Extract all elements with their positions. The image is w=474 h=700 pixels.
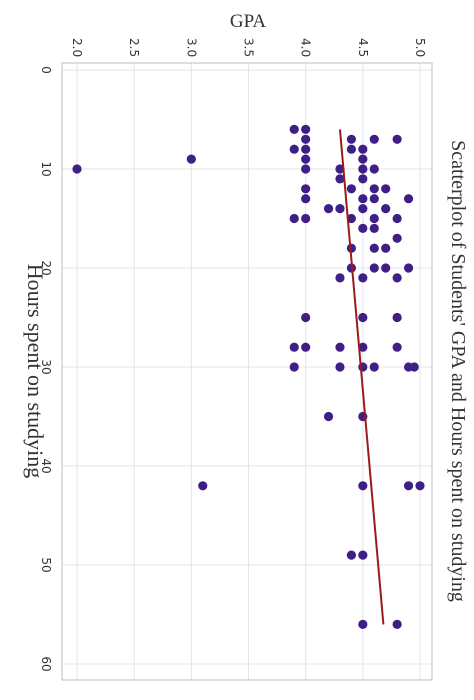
data-point xyxy=(335,362,345,372)
data-point xyxy=(358,273,368,283)
data-point xyxy=(392,134,402,144)
data-point xyxy=(346,550,356,560)
data-point xyxy=(369,263,379,273)
data-point xyxy=(335,174,345,184)
data-point xyxy=(289,213,299,224)
data-point xyxy=(381,263,391,273)
data-point xyxy=(346,144,356,154)
data-point xyxy=(72,164,82,174)
data-point xyxy=(289,342,299,352)
data-point xyxy=(392,233,402,243)
data-point xyxy=(198,481,208,491)
data-point xyxy=(358,204,368,214)
y-tick-label: 2.5 xyxy=(127,38,141,57)
data-point xyxy=(409,362,419,372)
data-point xyxy=(301,194,311,204)
chart-title: Scatterplot of Students' GPA and Hours s… xyxy=(447,140,469,602)
data-point xyxy=(301,184,311,194)
data-point xyxy=(289,362,299,372)
x-tick-label: 50 xyxy=(39,557,53,572)
data-point xyxy=(369,134,379,144)
data-point xyxy=(358,164,368,174)
data-point xyxy=(381,243,391,253)
data-point xyxy=(335,342,345,352)
y-tick-label: 3.0 xyxy=(184,38,198,57)
data-point xyxy=(323,411,334,422)
data-point xyxy=(392,619,402,630)
x-tick-label: 10 xyxy=(39,161,53,176)
data-point xyxy=(358,550,368,560)
data-point xyxy=(346,213,356,224)
data-point xyxy=(369,194,379,204)
y-axis-label: GPA xyxy=(230,11,267,32)
x-tick-label: 0 xyxy=(39,66,53,74)
data-point xyxy=(369,223,379,233)
data-point xyxy=(346,243,356,253)
data-point xyxy=(301,312,311,323)
data-point xyxy=(358,154,368,164)
data-point xyxy=(392,213,402,224)
y-tick-label: 5.0 xyxy=(413,38,427,57)
data-point xyxy=(186,154,196,164)
plot-frame xyxy=(61,62,433,681)
data-point xyxy=(369,184,379,194)
data-point xyxy=(301,164,311,174)
data-point xyxy=(335,273,345,283)
y-tick-label: 3.5 xyxy=(242,38,256,57)
tick-labels: 2.0 2.5 3.0 3.5 4.0 4.5 5.0 0 10 20 30 40 50 60 xyxy=(39,38,427,672)
data-point xyxy=(403,194,414,204)
data-point xyxy=(301,342,311,352)
data-point xyxy=(358,619,368,630)
x-tick-label: 60 xyxy=(39,656,53,671)
data-point xyxy=(415,481,425,491)
data-point xyxy=(301,144,311,154)
data-point xyxy=(358,481,368,491)
data-point xyxy=(369,213,379,224)
data-point xyxy=(301,124,311,134)
x-tick-label: 40 xyxy=(39,458,53,473)
trend-line xyxy=(338,129,385,625)
x-tick-label: 30 xyxy=(39,359,53,374)
data-point xyxy=(369,164,379,174)
data-point xyxy=(346,184,356,194)
x-axis-label: Hours spent on studying xyxy=(23,264,48,479)
data-point xyxy=(358,342,368,352)
y-tick-label: 4.5 xyxy=(356,38,370,57)
grid-lines xyxy=(62,63,432,680)
data-point xyxy=(323,204,334,214)
data-point xyxy=(392,312,402,323)
data-point xyxy=(346,134,356,144)
data-point xyxy=(301,134,311,144)
data-point xyxy=(381,204,391,214)
data-point xyxy=(358,174,368,184)
data-point xyxy=(289,144,299,154)
x-tick-label: 20 xyxy=(39,260,53,275)
data-point xyxy=(381,184,391,194)
data-point xyxy=(289,124,299,134)
data-point xyxy=(358,223,368,233)
data-point xyxy=(403,263,414,273)
data-point xyxy=(358,194,368,204)
data-point xyxy=(369,362,379,372)
data-point xyxy=(392,342,402,352)
data-points xyxy=(72,124,425,630)
data-point xyxy=(358,144,368,154)
data-point xyxy=(392,273,402,283)
data-point xyxy=(403,481,414,491)
data-point xyxy=(301,154,311,164)
data-point xyxy=(369,243,379,253)
y-tick-label: 2.0 xyxy=(70,38,84,57)
data-point xyxy=(358,312,368,323)
data-point xyxy=(335,204,345,214)
y-tick-label: 4.0 xyxy=(299,38,313,57)
data-point xyxy=(301,213,311,224)
